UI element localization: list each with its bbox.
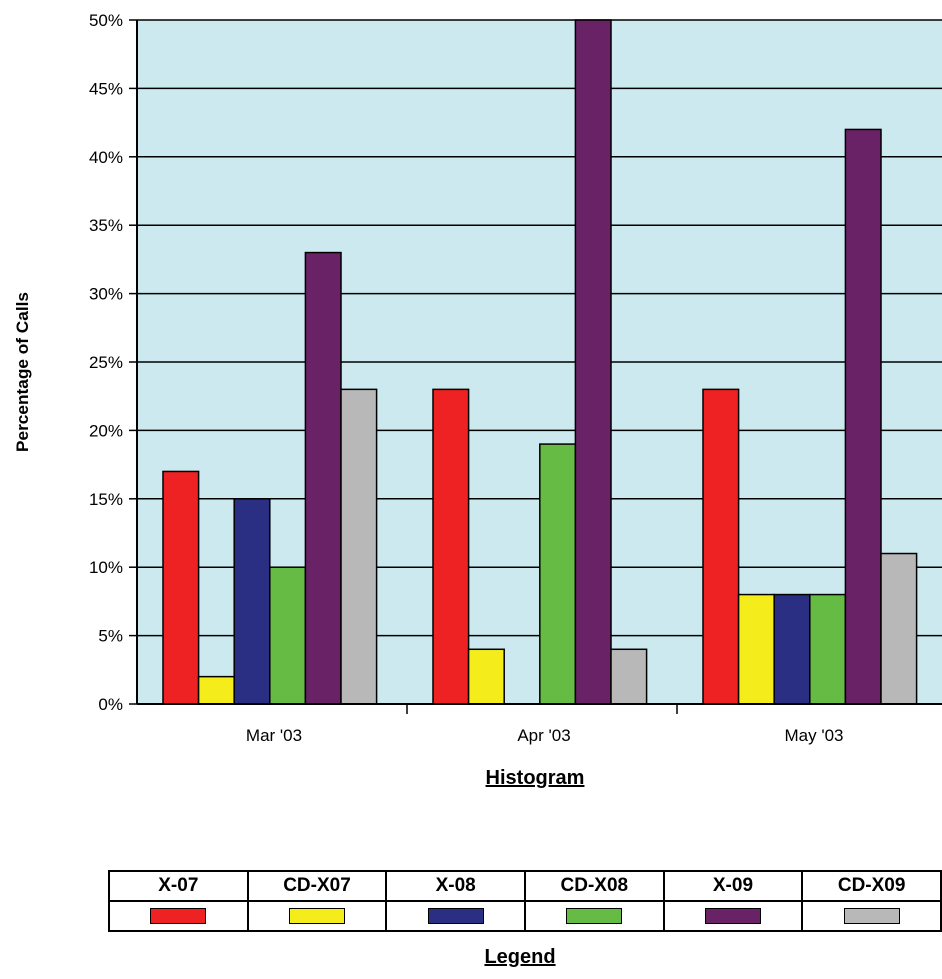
- x-tick-label: Apr '03: [517, 726, 570, 745]
- legend-swatch: [566, 907, 623, 924]
- chart-caption: Histogram: [486, 767, 585, 789]
- bar-cd-x09-3: [880, 552, 918, 705]
- legend-entry-swatch-cell: [385, 900, 526, 932]
- y-tick-label: 25%: [89, 353, 123, 372]
- bar-cd-x07-1: [197, 675, 235, 705]
- y-tick-label: 0%: [98, 695, 123, 714]
- bar-x-09-2: [574, 19, 612, 705]
- bar-cd-x07-2: [467, 648, 505, 705]
- legend-swatch: [704, 907, 761, 924]
- x-tick-label: Mar '03: [246, 726, 302, 745]
- legend-swatches-row: [108, 900, 942, 932]
- y-tick-label: 50%: [89, 11, 123, 30]
- legend-swatch: [427, 907, 484, 924]
- bars: [162, 19, 918, 705]
- bar-cd-x08-2: [539, 443, 577, 705]
- legend-entry-label: CD-X08: [523, 870, 665, 902]
- bar-x-08-3: [773, 593, 811, 705]
- bar-cd-x08-3: [809, 593, 847, 705]
- legend-names-row: X-07 CD-X07 X-08 CD-X08 X-09 CD-X09: [108, 870, 942, 902]
- legend-entry-label: CD-X07: [246, 870, 388, 902]
- bar-cd-x07-3: [737, 593, 775, 705]
- bar-x-08-1: [233, 498, 271, 705]
- y-tick-label: 45%: [89, 79, 123, 98]
- legend-entry-swatch-cell: [662, 900, 804, 932]
- x-tick-label: May '03: [785, 726, 844, 745]
- y-tick-label: 40%: [89, 148, 123, 167]
- bar-x-07-3: [702, 388, 740, 705]
- legend-entry-swatch-cell: [246, 900, 388, 932]
- legend-entry-swatch-cell: [108, 900, 249, 932]
- legend-table: X-07 CD-X07 X-08 CD-X08 X-09 CD-X09: [108, 870, 942, 932]
- legend-entry-label: X-07: [108, 870, 249, 902]
- bar-cd-x08-1: [269, 566, 307, 705]
- legend-entry-label: X-08: [385, 870, 526, 902]
- legend-caption: Legend: [484, 946, 556, 968]
- x-tick-labels: Mar '03 Apr '03 May '03: [246, 704, 844, 745]
- y-tick-label: 20%: [89, 421, 123, 440]
- y-tick-label: 5%: [98, 627, 123, 646]
- y-tick-labels: 0% 5% 10% 15% 20% 25% 30% 35% 40% 45% 50%: [89, 11, 137, 714]
- y-axis-label: Percentage of Calls: [13, 292, 32, 452]
- legend-entry-label: X-09: [662, 870, 804, 902]
- bar-cd-x09-1: [340, 388, 378, 705]
- bar-x-07-1: [162, 470, 200, 705]
- y-tick-label: 10%: [89, 558, 123, 577]
- bar-x-09-1: [304, 251, 342, 705]
- y-tick-label: 35%: [89, 216, 123, 235]
- legend-entry-label: CD-X09: [801, 870, 942, 902]
- histogram-chart: 0% 5% 10% 15% 20% 25% 30% 35% 40% 45% 50% Mar '03 A…: [13, 11, 942, 789]
- bar-cd-x09-2: [610, 648, 648, 705]
- legend-entry-swatch-cell: [523, 900, 665, 932]
- legend-entry-swatch-cell: [801, 900, 942, 932]
- legend-swatch: [150, 907, 207, 924]
- bar-x-07-2: [432, 388, 470, 705]
- legend-swatch: [288, 907, 345, 924]
- legend-swatch: [843, 907, 900, 924]
- y-tick-label: 15%: [89, 490, 123, 509]
- bar-x-09-3: [844, 128, 882, 705]
- y-tick-label: 30%: [89, 285, 123, 304]
